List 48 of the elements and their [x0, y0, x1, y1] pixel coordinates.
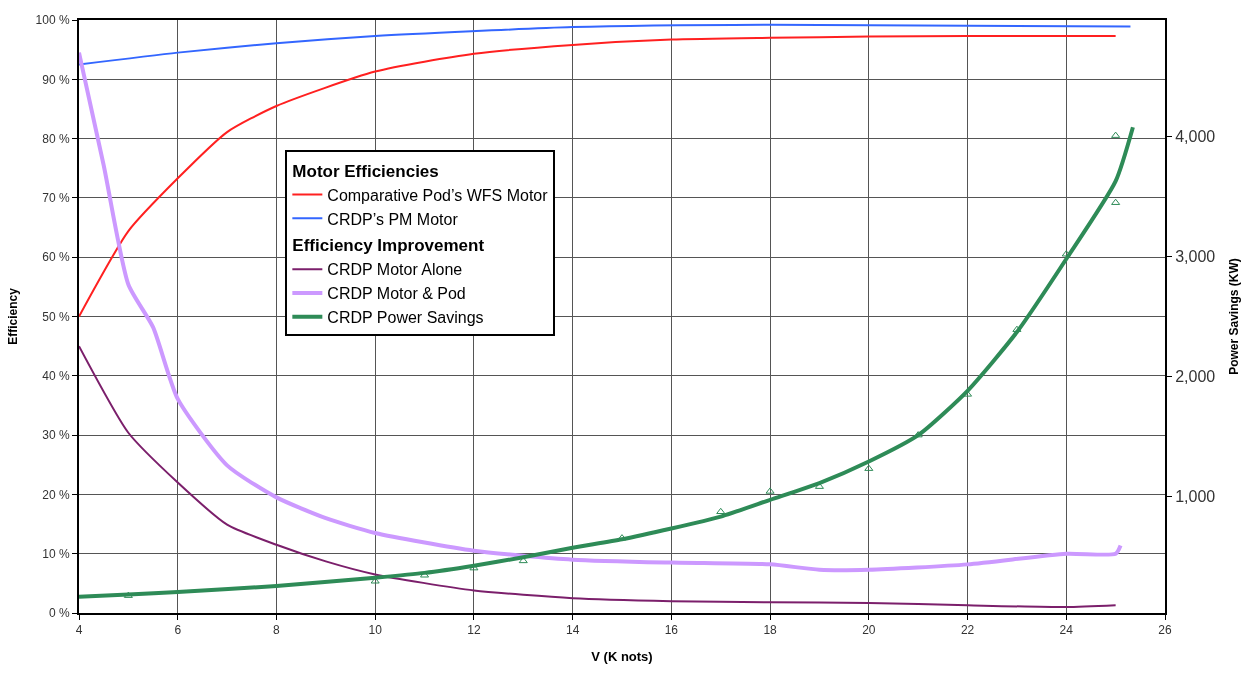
- x-tick-label: 4: [75, 623, 83, 638]
- y-tick-label: 20 %: [42, 487, 70, 502]
- y-tick-label: 70 %: [42, 191, 70, 206]
- y-tick-label: 40 %: [42, 369, 70, 383]
- y-tick-label: 60 %: [42, 250, 70, 265]
- y-axis-title: Efficiency: [6, 287, 21, 345]
- x-tick-label: 22: [960, 623, 975, 638]
- x-tick-label: 8: [273, 623, 281, 638]
- x-tick-label: 14: [565, 623, 580, 638]
- x-tick-label: 18: [763, 623, 778, 638]
- x-tick-label: 16: [664, 623, 679, 638]
- line-series: [79, 23, 1132, 66]
- x-tick-label: 12: [467, 623, 481, 638]
- y-tick-label: 10 %: [42, 546, 70, 561]
- point: [765, 487, 775, 494]
- legend-label: CRDP’s PM Motor: [327, 210, 459, 228]
- legend-label: CRDP Motor & Pod: [327, 285, 466, 303]
- y-tick-label: 0 %: [48, 606, 70, 621]
- x-tick-label: 6: [174, 623, 182, 638]
- line-series: [79, 50, 1123, 573]
- y2-tick-label: 1,000: [1175, 487, 1216, 505]
- line-series: [79, 345, 1117, 609]
- y2-tick-label: 2,000: [1175, 368, 1216, 385]
- x-tick-label: 10: [368, 623, 383, 638]
- y2-tick-label: 3,000: [1175, 248, 1216, 266]
- point: [123, 591, 133, 598]
- y-tick-label: 30 %: [42, 428, 70, 443]
- x-tick-label: 24: [1059, 623, 1074, 638]
- point: [1111, 131, 1121, 138]
- x-axis-title: V (K nots): [591, 648, 653, 664]
- point: [716, 507, 726, 515]
- y-tick-label: 90 %: [42, 72, 70, 87]
- y-tick-label: 50 %: [42, 309, 70, 324]
- y-tick-label: 100 %: [35, 13, 70, 28]
- y-tick-label: 80 %: [42, 131, 70, 146]
- text: Efficiency Improvement: [292, 236, 485, 256]
- text: Motor Efficiencies: [292, 161, 439, 181]
- point: [1111, 198, 1121, 205]
- point: [864, 464, 874, 471]
- y2-tick-label: 4,000: [1175, 128, 1216, 146]
- legend-label: Comparative Pod’s WFS Motor: [327, 186, 549, 204]
- point: [1061, 250, 1071, 257]
- y2-axis-title: Power Savings (KW): [1226, 258, 1241, 375]
- x-tick-label: 20: [862, 623, 876, 638]
- x-tick-label: 26: [1158, 623, 1172, 638]
- legend-label: CRDP Power Savings: [327, 309, 484, 326]
- line-series: [79, 125, 1135, 599]
- legend-label: CRDP Motor Alone: [327, 261, 463, 279]
